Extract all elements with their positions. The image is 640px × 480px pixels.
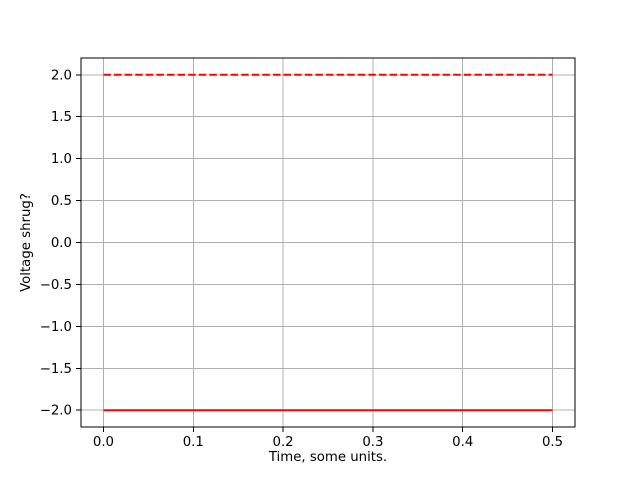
x-axis-label: Time, some units. [268, 450, 387, 465]
x-tick-label: 0.1 [183, 435, 204, 450]
y-tick-label: 0.0 [51, 236, 72, 251]
y-tick-label: −1.5 [40, 362, 72, 377]
y-tick-label: 1.5 [51, 110, 72, 125]
x-tick-label: 0.3 [362, 435, 383, 450]
data-series [103, 73, 553, 412]
x-tick-labels: 0.0 0.1 0.2 0.3 0.4 0.5 [93, 435, 563, 450]
y-tick-label: 2.0 [51, 68, 72, 83]
x-tick-label: 0.2 [273, 435, 294, 450]
tick-marks [76, 74, 554, 432]
grid-lines [81, 58, 575, 427]
x-tick-label: 0.4 [452, 435, 473, 450]
y-tick-labels: 2.0 1.5 1.0 0.5 0.0 −0.5 −1.0 −1.5 −2.0 [40, 68, 72, 418]
y-tick-label: 0.5 [51, 194, 72, 209]
x-tick-label: 0.0 [93, 435, 114, 450]
y-tick-label: −0.5 [40, 278, 72, 293]
y-axis-label: Voltage shrug? [19, 193, 34, 292]
y-tick-label: 1.0 [51, 152, 72, 167]
x-tick-label: 0.5 [542, 435, 563, 450]
y-tick-label: −1.0 [40, 320, 72, 335]
y-tick-label: −2.0 [40, 404, 72, 419]
